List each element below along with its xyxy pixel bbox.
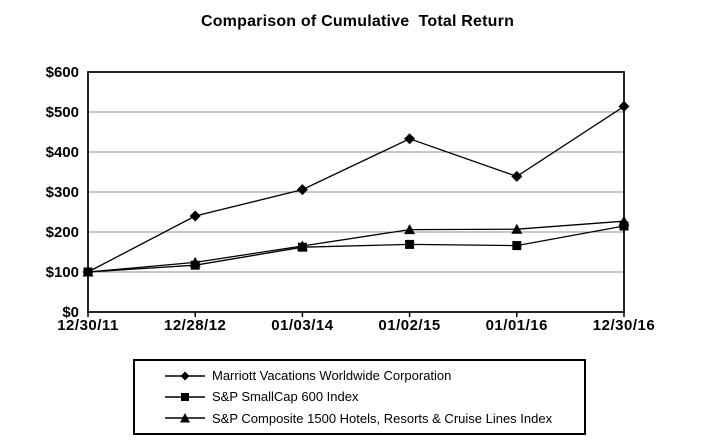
x-tick-label: 12/30/16 bbox=[593, 317, 655, 334]
y-tick-label: $100 bbox=[46, 264, 79, 281]
marker-square bbox=[512, 241, 522, 251]
y-tick-label: $600 bbox=[46, 64, 79, 81]
legend-item-marriott: Marriott Vacations Worldwide Corporation bbox=[165, 366, 584, 386]
marker-diamond bbox=[404, 133, 416, 145]
marker-square bbox=[619, 221, 629, 231]
marker-diamond bbox=[189, 210, 201, 222]
marker-square bbox=[190, 260, 200, 270]
marker-square bbox=[405, 239, 415, 249]
x-tick-label: 12/30/11 bbox=[57, 317, 119, 334]
legend-label-hotels: S&P Composite 1500 Hotels, Resorts & Cru… bbox=[212, 410, 553, 426]
marker-triangle bbox=[404, 224, 416, 235]
series-line-diamond bbox=[87, 105, 625, 273]
legend-item-smallcap: S&P SmallCap 600 Index bbox=[165, 387, 584, 407]
series-line-square bbox=[87, 225, 625, 273]
chart-title: Comparison of Cumulative Total Return bbox=[200, 13, 515, 30]
marker-diamond bbox=[511, 170, 523, 182]
x-tick-label: 01/02/15 bbox=[378, 317, 440, 334]
triangle-marker-line-icon bbox=[165, 413, 205, 423]
legend-label-smallcap: S&P SmallCap 600 Index bbox=[212, 389, 359, 405]
x-tick-label: 01/01/16 bbox=[486, 317, 548, 334]
marker-diamond bbox=[296, 184, 308, 196]
plot-border bbox=[87, 71, 625, 313]
marker-diamond bbox=[82, 266, 94, 278]
legend-label-marriott: Marriott Vacations Worldwide Corporation bbox=[212, 368, 452, 384]
y-tick-label: $500 bbox=[46, 104, 79, 121]
diamond-marker-line-icon bbox=[165, 371, 205, 381]
legend-item-hotels: S&P Composite 1500 Hotels, Resorts & Cru… bbox=[165, 408, 584, 428]
marker-triangle bbox=[511, 223, 523, 234]
marker-square bbox=[297, 242, 307, 252]
square-marker-line-icon bbox=[165, 392, 205, 401]
x-tick-label: 01/03/14 bbox=[271, 317, 334, 334]
y-tick-label: $300 bbox=[46, 184, 79, 201]
cumulative-return-chart: $0 $100 $200 $300 $400 $500 $600 12/30/11 12/28/… bbox=[46, 64, 655, 334]
series-line-triangle bbox=[87, 220, 625, 273]
y-tick-label: $200 bbox=[46, 224, 79, 241]
chart-legend: Marriott Vacations Worldwide Corporation… bbox=[133, 359, 586, 435]
y-tick-label: $0 bbox=[62, 304, 79, 321]
y-tick-label: $400 bbox=[46, 144, 79, 161]
x-tick-label: 12/28/12 bbox=[164, 317, 226, 334]
marker-diamond bbox=[618, 100, 630, 112]
